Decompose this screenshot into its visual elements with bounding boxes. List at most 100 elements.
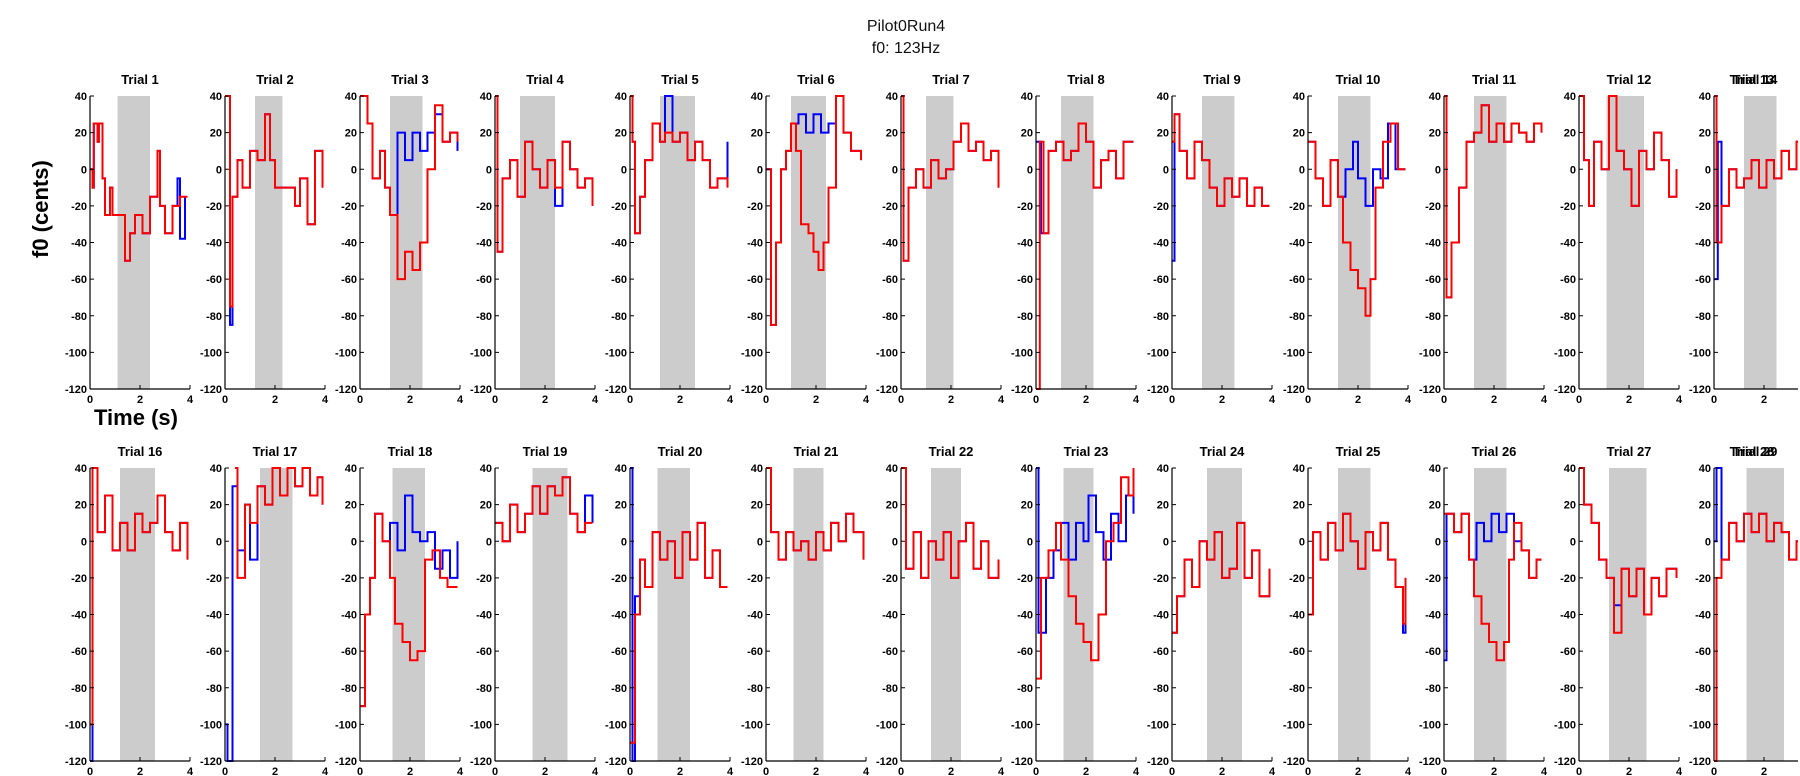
y-tick-label: -40 bbox=[1153, 610, 1169, 622]
y-tick-label: 0 bbox=[1705, 164, 1711, 176]
y-tick-label: -100 bbox=[1554, 347, 1576, 359]
y-tick-label: 20 bbox=[886, 128, 898, 140]
trace-red bbox=[1579, 95, 1678, 207]
y-tick-label: 40 bbox=[1429, 91, 1441, 103]
panel-title: Trial 3 bbox=[391, 72, 429, 87]
y-tick-label: 40 bbox=[1564, 91, 1576, 103]
y-tick-label: -20 bbox=[1017, 201, 1033, 213]
y-tick-label: -80 bbox=[747, 311, 763, 323]
trace-red bbox=[360, 95, 459, 281]
y-tick-label: -80 bbox=[1695, 311, 1711, 323]
y-tick-label: 20 bbox=[1429, 500, 1441, 512]
panel-title: Trial 19 bbox=[523, 444, 568, 459]
y-tick-label: -100 bbox=[470, 719, 492, 731]
perturbation-window bbox=[260, 468, 293, 761]
y-tick-label: 20 bbox=[210, 500, 222, 512]
trace-red bbox=[630, 95, 729, 235]
y-tick-label: -100 bbox=[335, 719, 357, 731]
perturbation-window bbox=[1474, 96, 1507, 389]
x-tick-label: 4 bbox=[592, 394, 599, 406]
y-tick-label: 20 bbox=[345, 128, 357, 140]
x-tick-label: 2 bbox=[1626, 394, 1632, 406]
x-tick-label: 4 bbox=[592, 766, 599, 776]
x-tick-label: 0 bbox=[87, 394, 93, 406]
panel-title: Trial 5 bbox=[661, 72, 699, 87]
trace-red bbox=[1036, 468, 1135, 680]
trace-red bbox=[1308, 122, 1406, 317]
trace-red bbox=[766, 467, 865, 561]
x-tick-label: 0 bbox=[763, 394, 769, 406]
y-tick-label: -40 bbox=[747, 238, 763, 250]
y-tick-label: -80 bbox=[611, 311, 627, 323]
y-tick-label: -100 bbox=[470, 347, 492, 359]
x-tick-label: 2 bbox=[542, 394, 548, 406]
y-tick-label: -120 bbox=[1419, 756, 1441, 768]
y-tick-label: -60 bbox=[206, 646, 222, 658]
y-tick-label: -80 bbox=[341, 683, 357, 695]
y-tick-label: -20 bbox=[206, 201, 222, 213]
y-tick-label: -80 bbox=[71, 311, 87, 323]
y-tick-label: -80 bbox=[882, 683, 898, 695]
y-tick-label: -60 bbox=[747, 274, 763, 286]
trace-red bbox=[901, 95, 1000, 262]
y-tick-label: -60 bbox=[1017, 274, 1033, 286]
y-tick-label: -20 bbox=[747, 573, 763, 585]
y-tick-label: 0 bbox=[81, 164, 87, 176]
panel-title-overlay: Trial 29 bbox=[1733, 444, 1778, 459]
y-tick-label: 40 bbox=[886, 91, 898, 103]
y-tick-label: -40 bbox=[206, 238, 222, 250]
y-tick-label: -100 bbox=[200, 719, 222, 731]
perturbation-window bbox=[532, 468, 568, 761]
panel-title: Trial 21 bbox=[794, 444, 839, 459]
perturbation-window bbox=[1474, 468, 1507, 761]
y-tick-label: -60 bbox=[1695, 274, 1711, 286]
y-tick-label: -60 bbox=[882, 646, 898, 658]
y-tick-label: -80 bbox=[747, 683, 763, 695]
trial-panel: -120 -100 -80 -60 -40 -20 0 20 40 0 2 4 Trial 8 bbox=[1011, 72, 1140, 406]
y-tick-label: -20 bbox=[1560, 573, 1576, 585]
y-tick-label: -80 bbox=[1560, 311, 1576, 323]
x-tick-label: 4 bbox=[322, 394, 329, 406]
trace-red bbox=[495, 95, 594, 253]
x-tick-label: 2 bbox=[137, 766, 143, 776]
y-tick-label: -100 bbox=[335, 347, 357, 359]
y-tick-label: -80 bbox=[1695, 683, 1711, 695]
y-tick-label: 0 bbox=[892, 536, 898, 548]
x-tick-label: 4 bbox=[187, 766, 194, 776]
y-tick-label: -120 bbox=[605, 756, 627, 768]
x-tick-label: 0 bbox=[1033, 394, 1039, 406]
y-tick-label: -20 bbox=[1560, 201, 1576, 213]
x-tick-label: 0 bbox=[492, 766, 498, 776]
panel-title: Trial 23 bbox=[1064, 444, 1109, 459]
y-tick-label: -40 bbox=[611, 238, 627, 250]
perturbation-window bbox=[1207, 468, 1242, 761]
y-tick-label: -60 bbox=[747, 646, 763, 658]
x-tick-label: 2 bbox=[407, 766, 413, 776]
y-tick-label: -60 bbox=[476, 274, 492, 286]
y-tick-label: -80 bbox=[476, 311, 492, 323]
y-tick-label: -120 bbox=[65, 756, 87, 768]
y-tick-label: -40 bbox=[1560, 238, 1576, 250]
y-tick-label: 20 bbox=[615, 500, 627, 512]
x-tick-label: 0 bbox=[222, 394, 228, 406]
y-tick-label: -120 bbox=[1554, 384, 1576, 396]
y-tick-label: 20 bbox=[1157, 500, 1169, 512]
y-tick-label: -120 bbox=[65, 384, 87, 396]
y-tick-label: -120 bbox=[741, 756, 763, 768]
panel-title: Trial 17 bbox=[253, 444, 298, 459]
y-tick-label: -100 bbox=[876, 719, 898, 731]
y-tick-label: -100 bbox=[65, 719, 87, 731]
x-tick-label: 0 bbox=[627, 394, 633, 406]
y-tick-label: -100 bbox=[1419, 719, 1441, 731]
y-tick-label: 40 bbox=[75, 463, 87, 475]
y-tick-label: 40 bbox=[210, 91, 222, 103]
trace-red bbox=[1579, 467, 1678, 634]
y-tick-label: -80 bbox=[1560, 683, 1576, 695]
x-tick-label: 2 bbox=[1761, 766, 1767, 776]
y-tick-label: -60 bbox=[1153, 274, 1169, 286]
trace-red bbox=[1444, 512, 1542, 662]
y-tick-label: -100 bbox=[1283, 719, 1305, 731]
x-tick-label: 2 bbox=[1355, 394, 1361, 406]
y-tick-label: -120 bbox=[335, 756, 357, 768]
y-tick-label: -20 bbox=[1153, 201, 1169, 213]
